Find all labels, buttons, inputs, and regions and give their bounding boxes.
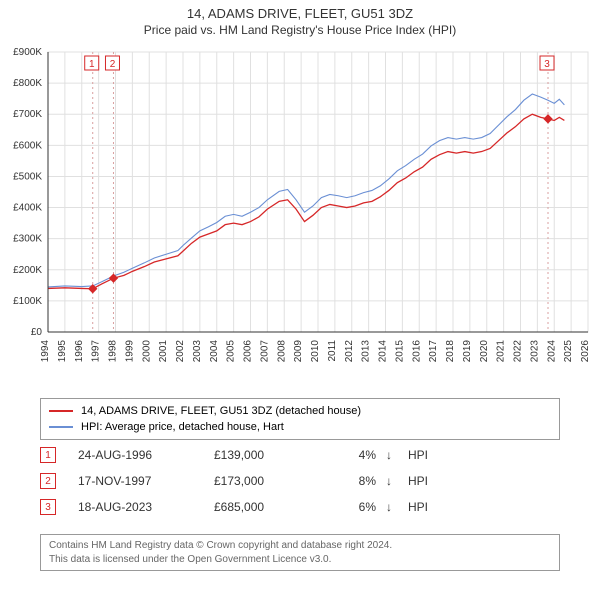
svg-text:£300K: £300K	[13, 234, 42, 245]
svg-text:2017: 2017	[428, 340, 439, 363]
event-tag: 3	[40, 499, 56, 515]
svg-text:1996: 1996	[74, 340, 85, 363]
svg-text:£200K: £200K	[13, 265, 42, 276]
svg-text:£900K: £900K	[13, 47, 42, 58]
svg-text:3: 3	[544, 59, 550, 70]
legend-swatch-hpi	[49, 426, 73, 428]
event-delta: 4%	[330, 448, 380, 462]
legend-row-hpi: HPI: Average price, detached house, Hart	[49, 419, 551, 435]
down-arrow-icon: ↓	[386, 474, 402, 488]
legend-label-property: 14, ADAMS DRIVE, FLEET, GU51 3DZ (detach…	[81, 405, 361, 417]
event-hpi-label: HPI	[408, 500, 428, 514]
event-row: 3 18-AUG-2023 £685,000 6% ↓ HPI	[40, 494, 560, 520]
svg-text:£600K: £600K	[13, 140, 42, 151]
svg-text:1995: 1995	[57, 340, 68, 363]
svg-text:2001: 2001	[158, 340, 169, 363]
svg-text:2018: 2018	[445, 340, 456, 363]
svg-text:1998: 1998	[108, 340, 119, 363]
svg-text:£0: £0	[31, 327, 43, 338]
chart-titles: 14, ADAMS DRIVE, FLEET, GU51 3DZ Price p…	[0, 0, 600, 37]
svg-text:1994: 1994	[40, 340, 51, 363]
svg-text:£800K: £800K	[13, 78, 42, 89]
svg-text:2008: 2008	[276, 340, 287, 363]
legend: 14, ADAMS DRIVE, FLEET, GU51 3DZ (detach…	[40, 398, 560, 440]
svg-text:1999: 1999	[124, 340, 135, 363]
svg-text:2026: 2026	[580, 340, 591, 363]
down-arrow-icon: ↓	[386, 448, 402, 462]
legend-row-property: 14, ADAMS DRIVE, FLEET, GU51 3DZ (detach…	[49, 403, 551, 419]
event-delta: 8%	[330, 474, 380, 488]
svg-text:£500K: £500K	[13, 171, 42, 182]
events-table: 1 24-AUG-1996 £139,000 4% ↓ HPI 2 17-NOV-1997 £1…	[40, 442, 560, 520]
svg-text:2011: 2011	[327, 340, 338, 362]
svg-text:2014: 2014	[378, 340, 389, 363]
event-price: £173,000	[214, 474, 324, 488]
svg-text:2004: 2004	[209, 340, 220, 363]
footer-line1: Contains HM Land Registry data © Crown c…	[49, 539, 551, 553]
svg-text:1997: 1997	[91, 340, 102, 363]
attribution-footer: Contains HM Land Registry data © Crown c…	[40, 534, 560, 571]
svg-text:2: 2	[110, 59, 116, 70]
footer-line2: This data is licensed under the Open Gov…	[49, 553, 551, 567]
svg-text:2021: 2021	[496, 340, 507, 363]
svg-text:2000: 2000	[141, 340, 152, 363]
svg-text:£100K: £100K	[13, 296, 42, 307]
svg-text:2022: 2022	[513, 340, 524, 363]
event-date: 18-AUG-2023	[78, 500, 208, 514]
svg-text:2013: 2013	[361, 340, 372, 363]
svg-text:2019: 2019	[462, 340, 473, 363]
down-arrow-icon: ↓	[386, 500, 402, 514]
svg-text:2003: 2003	[192, 340, 203, 363]
svg-text:2002: 2002	[175, 340, 186, 363]
title-subtitle: Price paid vs. HM Land Registry's House …	[0, 23, 600, 37]
svg-text:2024: 2024	[546, 340, 557, 363]
event-hpi-label: HPI	[408, 474, 428, 488]
event-price: £139,000	[214, 448, 324, 462]
event-date: 17-NOV-1997	[78, 474, 208, 488]
chart-area: £0 £100K £200K £300K £400K £500K £600K £700K £80…	[0, 44, 600, 384]
svg-text:2009: 2009	[293, 340, 304, 363]
svg-text:2012: 2012	[344, 340, 355, 363]
svg-text:2005: 2005	[226, 340, 237, 363]
svg-text:£700K: £700K	[13, 109, 42, 120]
svg-text:2007: 2007	[259, 340, 270, 363]
event-price: £685,000	[214, 500, 324, 514]
legend-swatch-property	[49, 410, 73, 412]
line-chart-svg: £0 £100K £200K £300K £400K £500K £600K £700K £80…	[0, 44, 600, 384]
svg-text:2010: 2010	[310, 340, 321, 363]
event-hpi-label: HPI	[408, 448, 428, 462]
legend-label-hpi: HPI: Average price, detached house, Hart	[81, 421, 284, 433]
svg-text:2015: 2015	[394, 340, 405, 363]
event-tag: 2	[40, 473, 56, 489]
event-date: 24-AUG-1996	[78, 448, 208, 462]
event-tag: 1	[40, 447, 56, 463]
event-row: 1 24-AUG-1996 £139,000 4% ↓ HPI	[40, 442, 560, 468]
event-row: 2 17-NOV-1997 £173,000 8% ↓ HPI	[40, 468, 560, 494]
svg-text:£400K: £400K	[13, 203, 42, 214]
title-address: 14, ADAMS DRIVE, FLEET, GU51 3DZ	[0, 6, 600, 21]
svg-text:2023: 2023	[529, 340, 540, 363]
svg-text:2016: 2016	[411, 340, 422, 363]
svg-text:2025: 2025	[563, 340, 574, 363]
svg-text:2006: 2006	[243, 340, 254, 363]
svg-text:1: 1	[89, 59, 95, 70]
svg-text:2020: 2020	[479, 340, 490, 363]
event-delta: 6%	[330, 500, 380, 514]
